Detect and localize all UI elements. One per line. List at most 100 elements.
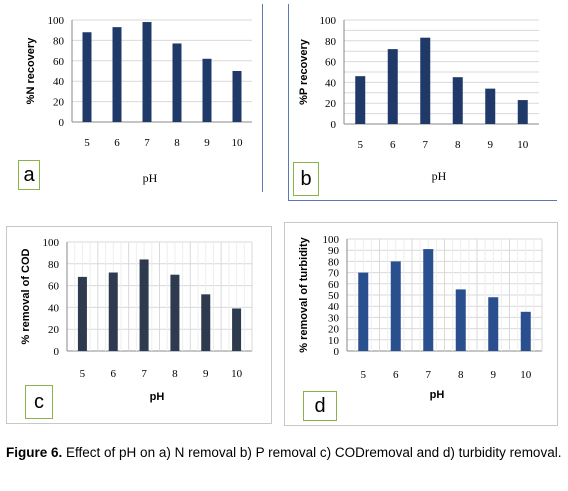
chart-a: 0 20 40 60 80 100 5 6 7 8 9 10 pH %N recovery [25, 15, 252, 185]
bar-7 [423, 249, 434, 351]
bar-6 [390, 261, 401, 351]
bar-9 [201, 294, 211, 351]
x-tick-label: 5 [358, 139, 364, 151]
y-tick-label: 50 [328, 290, 340, 302]
y-axis-title: % removal of turbidity [298, 236, 310, 352]
y-axis-title: % removal of COD [20, 248, 32, 344]
x-tick-label: 9 [204, 137, 210, 149]
chart-c: 0 20 40 60 80 100 5 6 7 8 9 10 pH % removal of COD [20, 237, 253, 403]
y-tick-label: 80 [328, 256, 340, 268]
bar-9 [485, 88, 496, 124]
bar-10 [517, 100, 528, 124]
y-tick-label: 40 [53, 76, 65, 88]
bar-5 [358, 272, 369, 351]
bar-7 [139, 259, 149, 351]
y-tick-label: 80 [53, 35, 65, 47]
bar-10 [520, 311, 531, 351]
chart-panel-d: 0 10 20 30 40 50 60 70 80 90 100 5 6 7 8 9 10 pH% removal… [284, 222, 558, 426]
x-tick-label: 5 [361, 369, 367, 381]
x-tick-label: 6 [114, 137, 120, 149]
y-tick-label: 60 [325, 57, 337, 69]
y-tick-label: 60 [48, 281, 60, 293]
x-axis-title: pH [143, 171, 158, 185]
bar-5 [82, 32, 92, 122]
x-tick-label: 10 [232, 137, 244, 149]
x-tick-label: 7 [141, 368, 147, 380]
y-tick-label: 10 [328, 335, 340, 347]
y-tick-label: 30 [328, 312, 340, 324]
y-tick-label: 40 [325, 77, 337, 89]
x-tick-label: 8 [172, 368, 178, 380]
x-tick-label: 6 [111, 368, 117, 380]
x-axis-title: pH [150, 391, 165, 403]
x-tick-label: 5 [84, 137, 90, 149]
x-axis-title: pH [430, 389, 445, 401]
y-tick-label: 0 [334, 346, 340, 358]
y-tick-label: 100 [48, 15, 65, 27]
y-tick-label: 40 [48, 302, 60, 314]
bar-5 [355, 76, 366, 124]
x-tick-label: 9 [491, 369, 497, 381]
x-tick-label: 9 [488, 139, 494, 151]
x-axis-title: pH [432, 169, 447, 183]
x-tick-label: 6 [393, 369, 399, 381]
bar-5 [77, 276, 87, 351]
x-tick-label: 7 [144, 137, 150, 149]
x-tick-label: 9 [203, 368, 209, 380]
x-tick-label: 8 [174, 137, 180, 149]
panel-label-b: b [293, 162, 319, 196]
y-axis-title: %P recovery [298, 38, 310, 105]
y-tick-label: 100 [43, 237, 60, 249]
chart-panel-c: 0 20 40 60 80 100 5 6 7 8 9 10 pH % removal of COD c [6, 226, 272, 424]
bar-7 [420, 37, 431, 124]
y-tick-label: 90 [328, 245, 340, 257]
x-tick-label: 10 [517, 139, 529, 151]
caption-text: Effect of pH on a) N removal b) P remova… [62, 445, 562, 460]
y-tick-label: 20 [53, 97, 65, 109]
x-tick-label: 10 [520, 369, 532, 381]
y-tick-label: 60 [53, 56, 65, 68]
bar-6 [112, 27, 122, 122]
y-tick-label: 20 [48, 324, 60, 336]
bar-9 [202, 58, 212, 122]
x-tick-label: 6 [390, 139, 396, 151]
x-tick-label: 8 [458, 369, 464, 381]
x-tick-label: 8 [455, 139, 461, 151]
bar-9 [488, 297, 499, 351]
bar-10 [232, 71, 242, 122]
y-tick-label: 80 [325, 36, 337, 48]
bar-6 [108, 272, 118, 351]
y-tick-label: 20 [325, 98, 337, 110]
bar-8 [455, 289, 466, 351]
chart-panel-a: 0 20 40 60 80 100 5 6 7 8 9 10 pH %N recovery a [0, 4, 263, 192]
y-tick-label: 40 [328, 301, 340, 313]
x-tick-label: 7 [426, 369, 432, 381]
x-tick-label: 10 [231, 368, 243, 380]
x-tick-label: 7 [423, 139, 429, 151]
panel-label-d: d [303, 391, 337, 421]
y-tick-label: 0 [331, 119, 337, 131]
x-tick-label: 5 [80, 368, 86, 380]
y-axis-title: %N recovery [25, 37, 37, 105]
panel-label-a: a [18, 160, 40, 190]
y-tick-label: 100 [320, 15, 337, 27]
y-tick-label: 60 [328, 279, 340, 291]
bar-8 [170, 274, 180, 351]
bar-8 [452, 77, 463, 124]
bar-10 [232, 308, 242, 351]
y-tick-label: 70 [328, 268, 340, 280]
chart-b: 0 20 40 60 80 100 5 6 7 8 9 10 pH %P recovery [298, 15, 539, 183]
bar-6 [387, 49, 398, 125]
y-tick-label: 100 [323, 234, 340, 246]
y-tick-label: 80 [48, 259, 60, 271]
y-tick-label: 0 [59, 117, 65, 129]
caption-label: Figure 6. [6, 445, 63, 460]
chart-panel-b: 0 20 40 60 80 100 5 6 7 8 9 10 pH %P recovery b [288, 4, 557, 201]
bar-7 [142, 22, 152, 122]
bar-8 [172, 43, 182, 122]
panel-label-c: c [25, 385, 53, 419]
y-tick-label: 0 [54, 346, 60, 358]
figure-caption: Figure 6. Effect of pH on a) N removal b… [6, 443, 562, 463]
y-tick-label: 20 [328, 324, 340, 336]
